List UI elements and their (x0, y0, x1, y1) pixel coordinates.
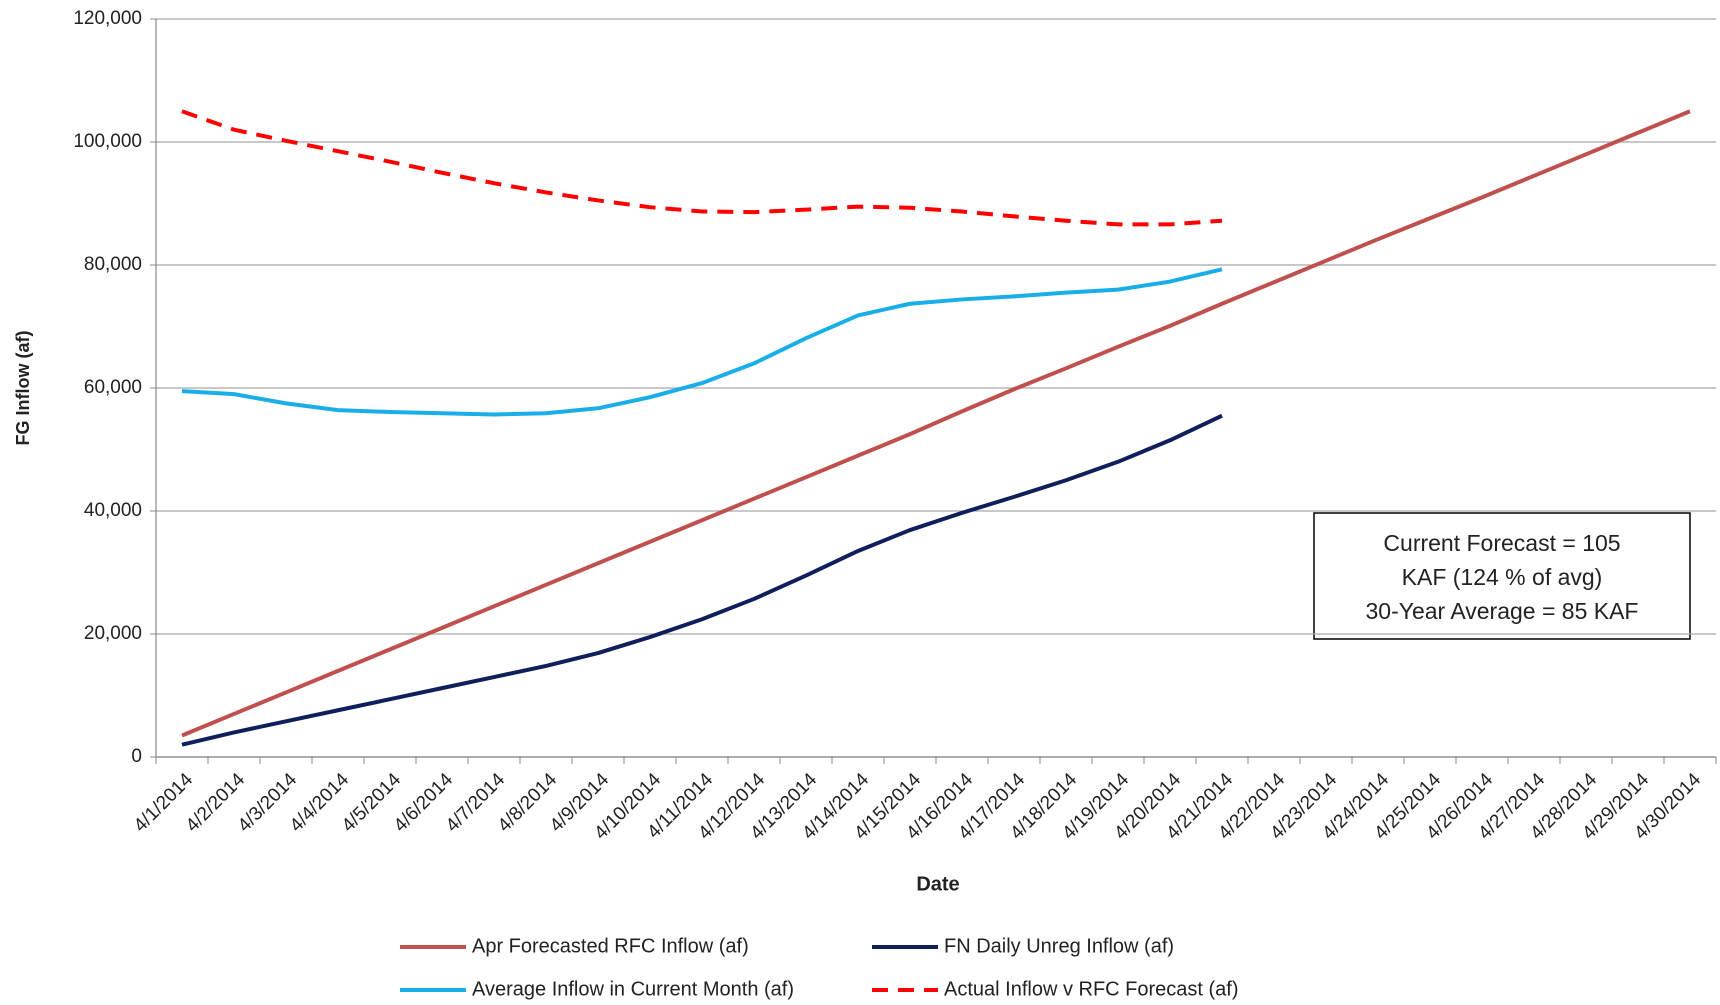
series-line (181, 109, 1223, 227)
x-axis-title: Date (916, 873, 959, 895)
y-tick-label: 40,000 (84, 500, 142, 521)
legend-label: FN Daily Unreg Inflow (af) (944, 935, 1174, 957)
y-axis-title: FG Inflow (af) (13, 331, 33, 446)
annotation-text: 30-Year Average = 85 KAF (1365, 598, 1638, 624)
y-tick-label: 60,000 (84, 377, 142, 398)
y-tick-label: 0 (131, 746, 142, 767)
series-line (181, 109, 1691, 738)
series-line (181, 413, 1223, 747)
annotation-text: KAF (124 % of avg) (1402, 564, 1603, 590)
legend-label: Actual Inflow v RFC Forecast (af) (944, 978, 1239, 1000)
annotation-text: Current Forecast = 105 (1383, 530, 1620, 556)
legend-label: Apr Forecasted RFC Inflow (af) (472, 935, 749, 957)
series-line (181, 267, 1223, 417)
legend-label: Average Inflow in Current Month (af) (472, 978, 794, 1000)
y-tick-label: 100,000 (73, 131, 142, 152)
annotation-box (1313, 512, 1691, 640)
y-tick-label: 20,000 (84, 623, 142, 644)
y-tick-label: 80,000 (84, 254, 142, 275)
y-tick-label: 120,000 (73, 8, 142, 29)
